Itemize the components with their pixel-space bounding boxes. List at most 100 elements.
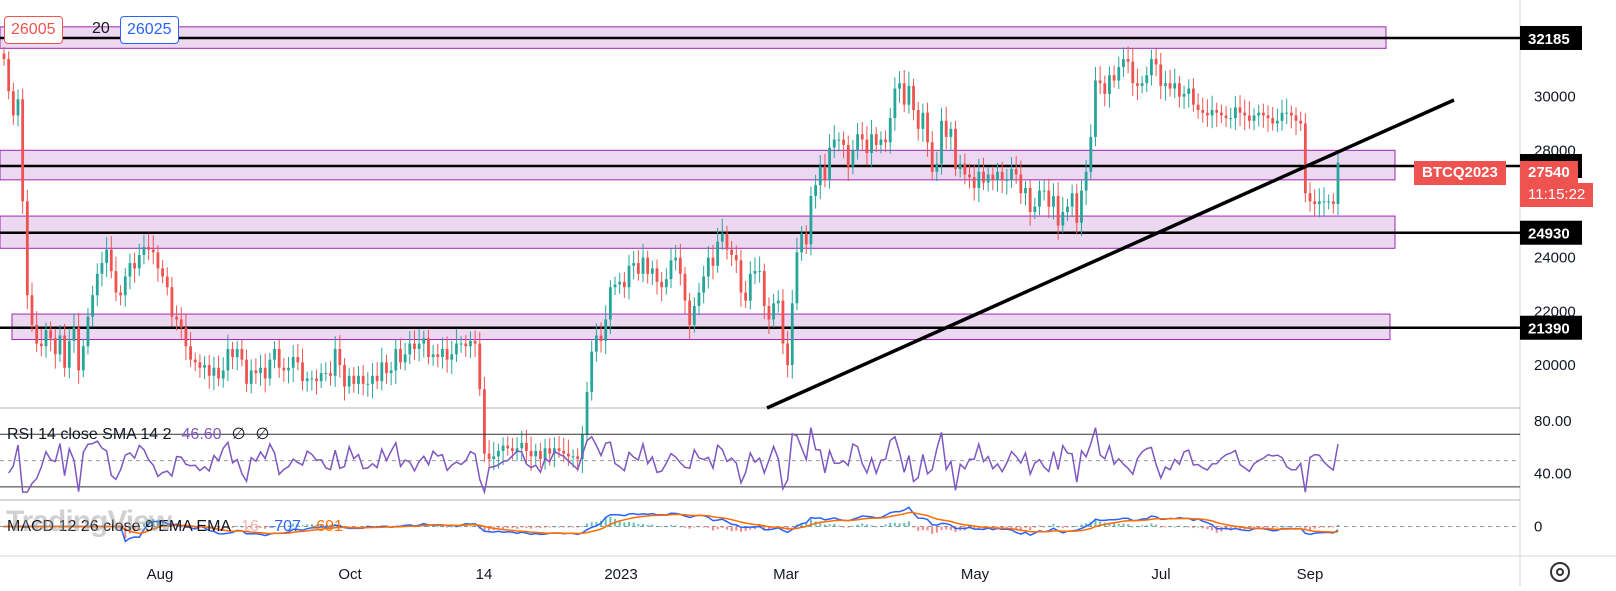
candle-body	[543, 448, 547, 459]
candle-body	[399, 348, 402, 363]
settings-icon[interactable]	[1550, 562, 1570, 582]
macd-histogram-bar	[315, 524, 318, 527]
candle-body	[333, 348, 337, 376]
macd-histogram-bar	[711, 526, 714, 531]
macd-histogram-bar	[222, 526, 225, 531]
candle-body	[767, 306, 771, 320]
candle-body	[786, 343, 790, 366]
candle-body	[198, 362, 202, 368]
buy-price-box[interactable]: 26025	[120, 16, 179, 44]
macd-histogram-bar	[530, 526, 533, 529]
macd-histogram-bar	[1117, 523, 1120, 527]
candle-body	[427, 338, 430, 357]
candle-body	[179, 319, 183, 328]
candle-body	[1275, 120, 1279, 124]
macd-histogram-bar	[912, 526, 915, 528]
candle-body	[497, 450, 500, 457]
macd-histogram-bar	[973, 526, 976, 530]
macd-histogram-bar	[917, 526, 920, 531]
macd-histogram-bar	[1192, 526, 1195, 529]
macd-line	[4, 506, 1339, 543]
rsi-legend[interactable]: RSI 14 close SMA 14 2 46.60 ∅ ∅	[7, 424, 279, 444]
time-axis-label: Oct	[338, 566, 362, 583]
macd-histogram-bar	[572, 526, 575, 528]
candle-body	[389, 370, 393, 374]
candle-body	[996, 171, 999, 180]
candle-body	[469, 340, 472, 347]
macd-histogram-bar	[660, 525, 663, 527]
candle-body	[1052, 195, 1055, 207]
candle-body	[459, 343, 463, 345]
candle-body	[1089, 136, 1093, 172]
candle-body	[1261, 112, 1265, 116]
candle-body	[1000, 171, 1004, 180]
macd-histogram-bar	[861, 523, 864, 527]
candle-body	[263, 367, 267, 379]
macd-histogram-bar	[590, 522, 593, 527]
candle-body	[641, 257, 645, 274]
candle-body	[1122, 59, 1125, 68]
macd-histogram-bar	[856, 524, 859, 527]
candle-body	[67, 340, 71, 368]
candle-body	[119, 292, 123, 296]
macd-histogram-bar	[254, 526, 257, 528]
candle-body	[16, 99, 20, 116]
candle-body	[445, 348, 449, 360]
candle-body	[156, 252, 160, 269]
macd-legend[interactable]: MACD 12 26 close 9 EMA EMA 16 -707 -691	[7, 518, 353, 536]
candle-body	[1205, 112, 1209, 116]
macd-histogram-bar	[637, 524, 640, 527]
candle-body	[538, 450, 542, 459]
candle-body	[823, 166, 827, 180]
macd-histogram-bar	[436, 526, 439, 528]
macd-histogram-bar	[184, 526, 187, 528]
candle-body	[968, 174, 971, 178]
macd-histogram-bar	[679, 526, 682, 528]
rsi-legend-value: 46.60	[181, 426, 222, 443]
macd-histogram-bar	[693, 526, 696, 528]
candle-body	[758, 271, 762, 273]
spread-label: 20	[92, 20, 110, 37]
candle-body	[1033, 206, 1037, 213]
candle-body	[268, 359, 272, 379]
macd-histogram-bar	[926, 526, 929, 531]
candle-body	[622, 281, 626, 288]
macd-histogram-bar	[688, 526, 691, 529]
macd-histogram-bar	[1215, 526, 1218, 533]
macd-histogram-bar	[245, 526, 248, 529]
candle-body	[856, 134, 859, 151]
candle-body	[809, 195, 813, 245]
macd-histogram-bar	[1337, 524, 1339, 527]
rsi-legend-label: RSI 14 close SMA 14 2	[7, 426, 172, 443]
macd-histogram-bar	[548, 526, 551, 528]
countdown-tag: 11:15:22	[1520, 183, 1594, 207]
candle-body	[1271, 118, 1275, 124]
candle-body	[249, 370, 253, 384]
candle-body	[683, 273, 687, 301]
candle-body	[254, 370, 258, 374]
candle-body	[329, 373, 332, 376]
candle-body	[203, 365, 206, 368]
candle-body	[795, 252, 799, 304]
macd-histogram-bar	[1085, 523, 1088, 527]
candle-body	[72, 327, 76, 341]
macd-histogram-bar	[427, 526, 430, 528]
macd-histogram-bar	[441, 526, 444, 528]
sell-price-box[interactable]: 26005	[4, 16, 63, 44]
macd-histogram-bar	[329, 524, 332, 527]
macd-histogram-bar	[124, 526, 127, 539]
macd-histogram-bar	[730, 526, 733, 532]
candle-body	[832, 139, 836, 148]
macd-histogram-bar	[474, 525, 477, 527]
macd-histogram-bar	[1332, 526, 1335, 528]
candle-body	[1019, 174, 1023, 194]
candle-body	[860, 134, 864, 140]
candle-body	[492, 456, 496, 459]
macd-histogram-bar	[1122, 523, 1125, 527]
candle-body	[1005, 179, 1009, 181]
candle-body	[930, 142, 934, 172]
candle-body	[935, 163, 939, 172]
macd-histogram-bar	[931, 526, 934, 534]
